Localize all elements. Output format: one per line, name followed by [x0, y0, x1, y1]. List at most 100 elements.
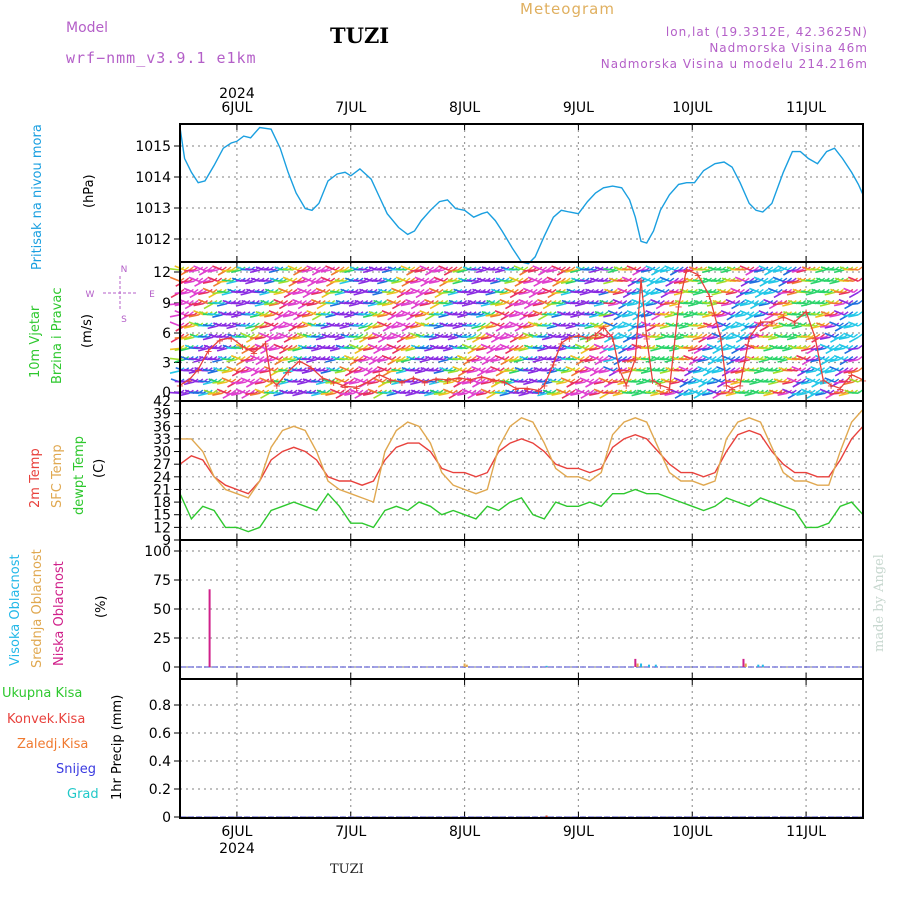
wind-barb-flag	[499, 367, 505, 372]
wind-speed-marker: +	[791, 318, 799, 329]
wind-barb	[461, 370, 473, 373]
wind-barb	[330, 290, 341, 294]
wind-barb	[273, 325, 284, 328]
wind-barb-flag	[829, 389, 835, 394]
wind-barb-flag	[693, 356, 698, 361]
wind-barb	[414, 269, 426, 273]
wind-barb	[316, 389, 327, 394]
wind-barb	[268, 302, 280, 307]
wind-barb-flag	[273, 333, 279, 338]
wind-barb	[759, 325, 770, 332]
wind-barb-flag	[702, 333, 708, 338]
wind-barb	[188, 302, 199, 306]
wind-barb	[758, 302, 769, 307]
wind-barb	[513, 265, 525, 271]
wind-barb-flag	[410, 322, 416, 327]
wind-barb	[367, 325, 378, 328]
wind-barb	[753, 370, 765, 374]
wind-barb	[636, 332, 647, 338]
wind-barb	[683, 269, 694, 274]
wind-barb	[315, 269, 327, 272]
wind-barb	[438, 291, 449, 295]
wind-barb	[749, 287, 760, 294]
wind-barb	[739, 265, 751, 271]
wind-barb-flag	[297, 322, 303, 327]
wind-barb-flag	[707, 367, 712, 372]
wind-barb	[598, 314, 609, 317]
y-tick-label: 9	[162, 296, 171, 312]
wind-barb	[476, 336, 487, 339]
wind-barb	[499, 392, 510, 397]
wind-barb-flag	[269, 300, 274, 305]
wind-barb	[282, 302, 294, 306]
wind-barb	[509, 347, 520, 351]
wind-barb	[353, 358, 364, 362]
wind-barb-flag	[730, 367, 736, 372]
wind-barb	[584, 280, 595, 285]
wind-barb	[325, 301, 336, 305]
wind-barb	[541, 381, 553, 386]
wind-barb	[381, 310, 393, 316]
wind-barb	[490, 358, 501, 363]
wind-barb	[377, 314, 388, 318]
wind-barb	[297, 325, 308, 329]
wind-barb	[782, 335, 793, 338]
wind-barb	[490, 347, 501, 351]
wind-barb	[438, 358, 449, 363]
wind-barb-flag	[758, 288, 764, 293]
wind-barb	[414, 276, 426, 282]
wind-barb-flag	[787, 266, 793, 271]
wind-barb-flag	[853, 300, 858, 305]
wind-barb	[325, 358, 336, 363]
wind-barb	[457, 392, 468, 396]
wind-barb-flag	[405, 322, 411, 327]
wind-barb	[255, 311, 266, 316]
wind-barb-flag	[820, 333, 826, 338]
wind-barb	[486, 299, 496, 305]
wind-barb	[800, 347, 812, 352]
wind-barb	[673, 368, 685, 372]
wind-barb	[442, 388, 454, 394]
wind-speed-marker: +	[185, 376, 193, 387]
wind-barb	[730, 381, 741, 386]
wind-barb-flag	[254, 333, 260, 338]
wind-barb-flag	[857, 367, 863, 372]
wind-barb	[188, 357, 199, 361]
wind-barb-flag	[843, 311, 849, 316]
wind-barb	[574, 302, 586, 307]
wind-barb	[758, 310, 770, 316]
wind-barb	[438, 380, 449, 383]
wind-barb-flag	[561, 266, 566, 271]
wind-barb-flag	[476, 389, 482, 394]
wind-barb-flag	[622, 344, 628, 349]
wind-barb	[579, 324, 590, 327]
wind-barb-flag	[660, 266, 665, 271]
wind-barb	[843, 332, 854, 338]
wind-barb	[480, 336, 492, 340]
wind-barb-flag	[287, 344, 293, 349]
wind-barb	[820, 311, 831, 316]
wind-barb	[598, 377, 609, 383]
wind-barb	[471, 347, 482, 351]
wind-barb-flag	[292, 344, 298, 349]
wind-barb	[485, 332, 496, 338]
wind-barb	[376, 366, 388, 372]
wind-speed-marker: +	[273, 381, 281, 392]
wind-barb-flag	[711, 322, 717, 327]
wind-barb-flag	[740, 300, 745, 305]
wind-barb	[791, 312, 802, 316]
cloud-unit: (%)	[94, 595, 109, 619]
wind-barb	[786, 377, 798, 383]
wind-barb	[343, 354, 355, 361]
wind-barb	[405, 325, 416, 328]
wind-barb-flag	[848, 344, 854, 349]
wind-barb	[273, 298, 284, 305]
wind-speed-marker: +	[811, 334, 819, 345]
wind-barb	[485, 291, 496, 296]
wind-barb	[169, 276, 181, 282]
wind-barb	[678, 392, 689, 395]
bar-visoka-oblacnost	[545, 665, 548, 667]
wind-barb	[400, 310, 412, 316]
wind-barb	[268, 336, 279, 339]
wind-barb-flag	[716, 389, 722, 394]
